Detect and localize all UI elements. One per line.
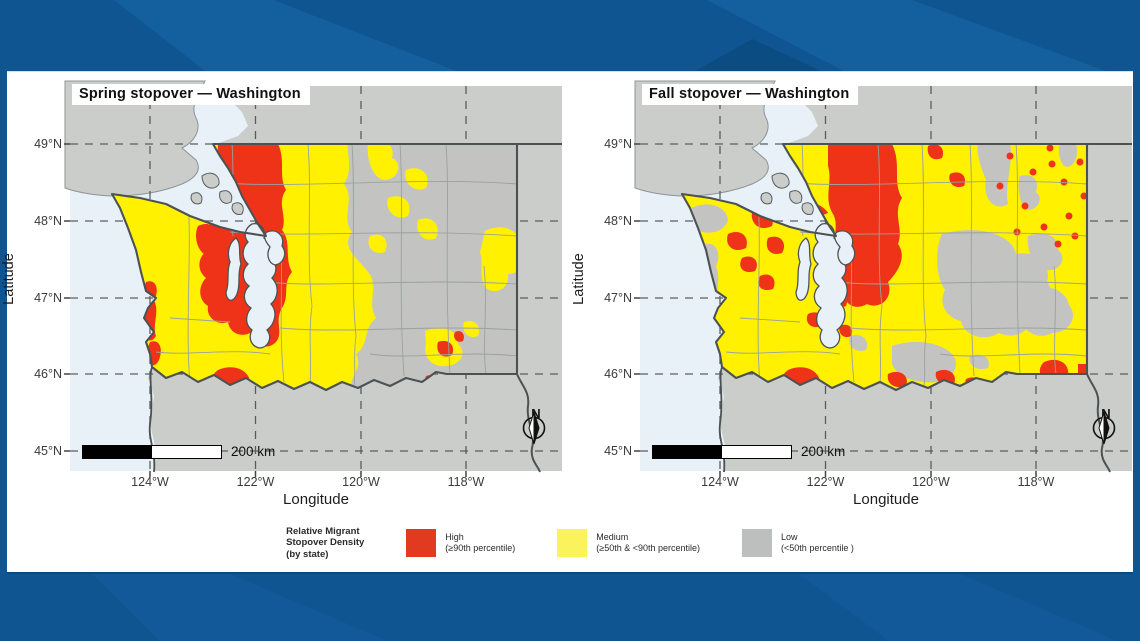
figure-panel: Spring stopover — Washington Latitude Lo… [1,71,1133,574]
lat-tick-label: 49°N [604,137,632,151]
map-title-spring: Spring stopover — Washington [72,84,310,105]
scale-bar: 200 km [82,444,275,459]
lat-tick-label: 49°N [34,137,62,151]
north-arrow: N [519,406,553,445]
lon-tick-label: 118°W [1017,475,1055,489]
lon-tick-label: 120°W [912,475,950,489]
x-axis-title: Longitude [853,491,919,508]
scale-bar-graphic [82,444,222,459]
lon-tick-label: 122°W [806,475,845,489]
legend-swatch-high [406,529,437,558]
lat-tick-label: 46°N [34,367,62,381]
legend-label-low: Low (<50th percentile ) [781,531,854,554]
legend-item-high: High (≥90th percentile) [406,529,516,558]
map-fall-stopover: Fall stopover — Washington Latitude Long… [571,80,1132,508]
lat-tick-label: 46°N [604,367,632,381]
lat-tick-label: 47°N [604,291,632,305]
scale-bar-graphic [652,444,792,459]
lon-tick-label: 124°W [131,475,169,489]
compass-icon [1092,411,1116,445]
lon-tick-label: 118°W [447,475,485,489]
legend: Relative Migrant Stopover Density (by stat… [7,526,1133,560]
north-arrow: N [1089,406,1123,445]
legend-label-medium: Medium (≥50th & <90th percentile) [596,531,701,554]
scale-bar-label: 200 km [801,444,846,459]
lon-tick-label: 124°W [701,475,739,489]
lat-tick-label: 45°N [604,444,632,458]
lon-tick-label: 120°W [342,475,380,489]
lon-tick-label: 122°W [236,475,275,489]
legend-swatch-medium [557,529,588,558]
legend-title: Relative Migrant Stopover Density (by stat… [286,526,365,560]
scale-bar: 200 km [652,444,845,459]
map-title-fall: Fall stopover — Washington [642,84,859,105]
legend-item-medium: Medium (≥50th & <90th percentile) [557,529,701,558]
north-label: N [1101,406,1111,421]
legend-item-low: Low (<50th percentile ) [742,529,854,558]
compass-icon [522,411,546,445]
map-canvas-fall [634,80,1132,477]
map-spring-stopover: Spring stopover — Washington Latitude Lo… [1,80,562,508]
legend-swatch-low [742,529,773,558]
x-axis-title: Longitude [283,491,349,508]
lat-tick-label: 48°N [34,214,62,228]
lat-tick-label: 45°N [34,444,62,458]
map-canvas-spring [64,80,562,477]
lat-tick-label: 47°N [34,291,62,305]
north-label: N [531,406,541,421]
legend-label-high: High (≥90th percentile) [445,531,516,554]
scale-bar-label: 200 km [231,444,276,459]
lat-tick-label: 48°N [604,214,632,228]
